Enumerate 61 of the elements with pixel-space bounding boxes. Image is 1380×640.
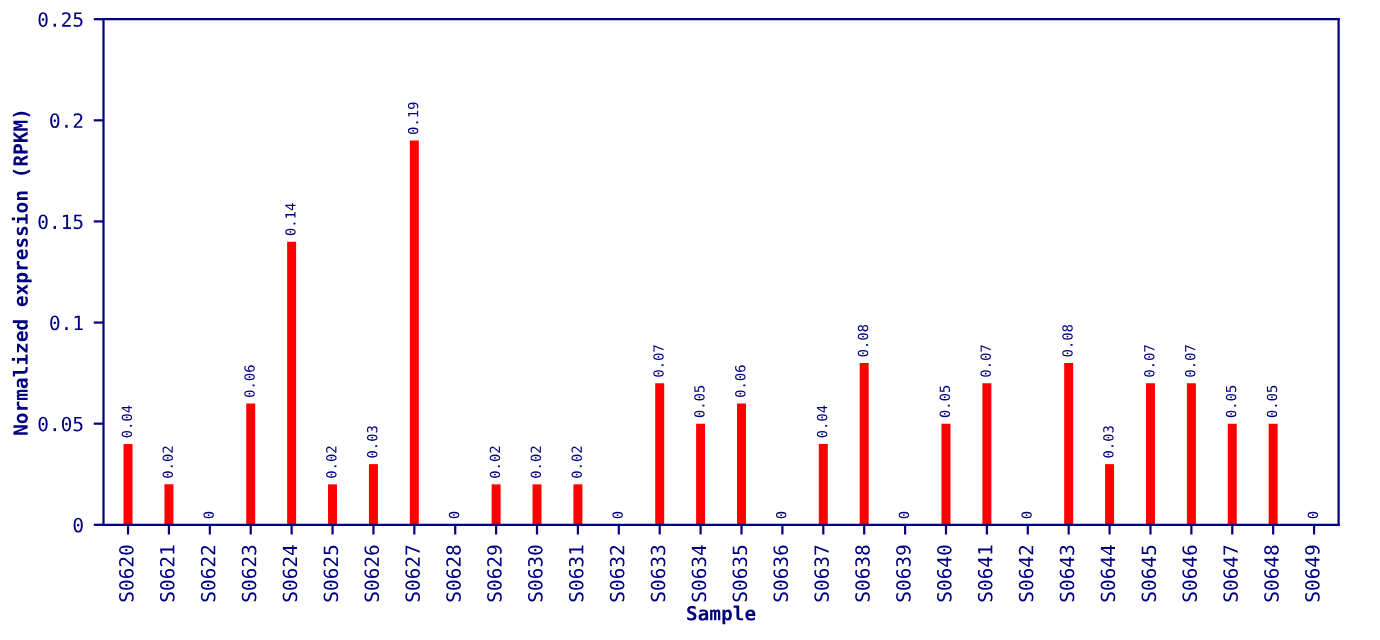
x-tick-label: S0631 (568, 545, 584, 602)
x-tick-label: S0625 (323, 545, 339, 602)
bar (409, 140, 419, 525)
bar (1105, 464, 1115, 525)
bar (1227, 423, 1237, 525)
x-tick-label: S0642 (1018, 545, 1034, 602)
bar (328, 484, 338, 525)
bar (573, 484, 583, 525)
bar (941, 423, 951, 525)
bar (246, 403, 256, 525)
x-tick-label: S0621 (159, 545, 175, 602)
bar (859, 363, 869, 525)
bar (164, 484, 174, 525)
x-tick-label: S0623 (241, 545, 257, 602)
x-tick-label: S0644 (1100, 545, 1116, 602)
x-tick-label: S0639 (896, 545, 911, 602)
x-tick-label: S0638 (855, 545, 870, 602)
bar (655, 383, 665, 525)
x-tick-label: S0633 (650, 545, 666, 602)
x-tick-label: S0635 (732, 545, 748, 602)
x-tick-label: S0643 (1059, 545, 1075, 602)
x-tick-label: S0634 (691, 545, 707, 602)
x-tick-label: S0627 (405, 545, 421, 602)
x-tick-label: S0647 (1223, 545, 1238, 602)
x-tick-label: S0649 (1305, 545, 1320, 602)
x-tick-label: S0637 (814, 545, 829, 602)
x-tick-label: S0622 (200, 545, 216, 602)
x-tick-label: S0628 (446, 545, 461, 602)
y-tick-label: 0.2 (50, 113, 83, 129)
y-tick-label: 0 (73, 517, 83, 533)
bar (696, 423, 706, 525)
bar (982, 383, 992, 525)
bar (1064, 363, 1074, 525)
x-tick-label: S0626 (364, 545, 380, 602)
x-tick-label: S0636 (773, 545, 789, 602)
x-tick-label: S0620 (119, 545, 134, 602)
bar (123, 443, 133, 525)
x-tick-label: S0641 (977, 545, 993, 602)
x-tick-label: S0645 (1141, 545, 1157, 602)
bar (1186, 383, 1196, 525)
bar (1268, 423, 1278, 525)
y-tick-label: 0.1 (50, 315, 83, 331)
x-tick-label: S0648 (1264, 545, 1279, 602)
y-tick-label: 0.25 (38, 12, 83, 27)
x-tick-label: S0640 (936, 545, 952, 602)
bar (818, 443, 828, 525)
bar (737, 403, 746, 525)
bar (1145, 383, 1155, 525)
x-tick-label: S0632 (609, 545, 625, 602)
y-axis-title: Normalized expression (RPKM) (11, 111, 32, 435)
x-tick-label: S0629 (487, 545, 502, 602)
bar (287, 241, 297, 525)
x-tick-label: S0624 (282, 545, 298, 602)
bar (491, 484, 501, 525)
x-tick-label: S0646 (1182, 545, 1198, 602)
bar (368, 464, 378, 525)
y-tick-label: 0.15 (38, 214, 83, 230)
bar (532, 484, 542, 525)
x-tick-label: S0630 (528, 545, 543, 602)
y-tick-label: 0.05 (38, 416, 83, 432)
x-axis-title: Sample (687, 605, 756, 625)
